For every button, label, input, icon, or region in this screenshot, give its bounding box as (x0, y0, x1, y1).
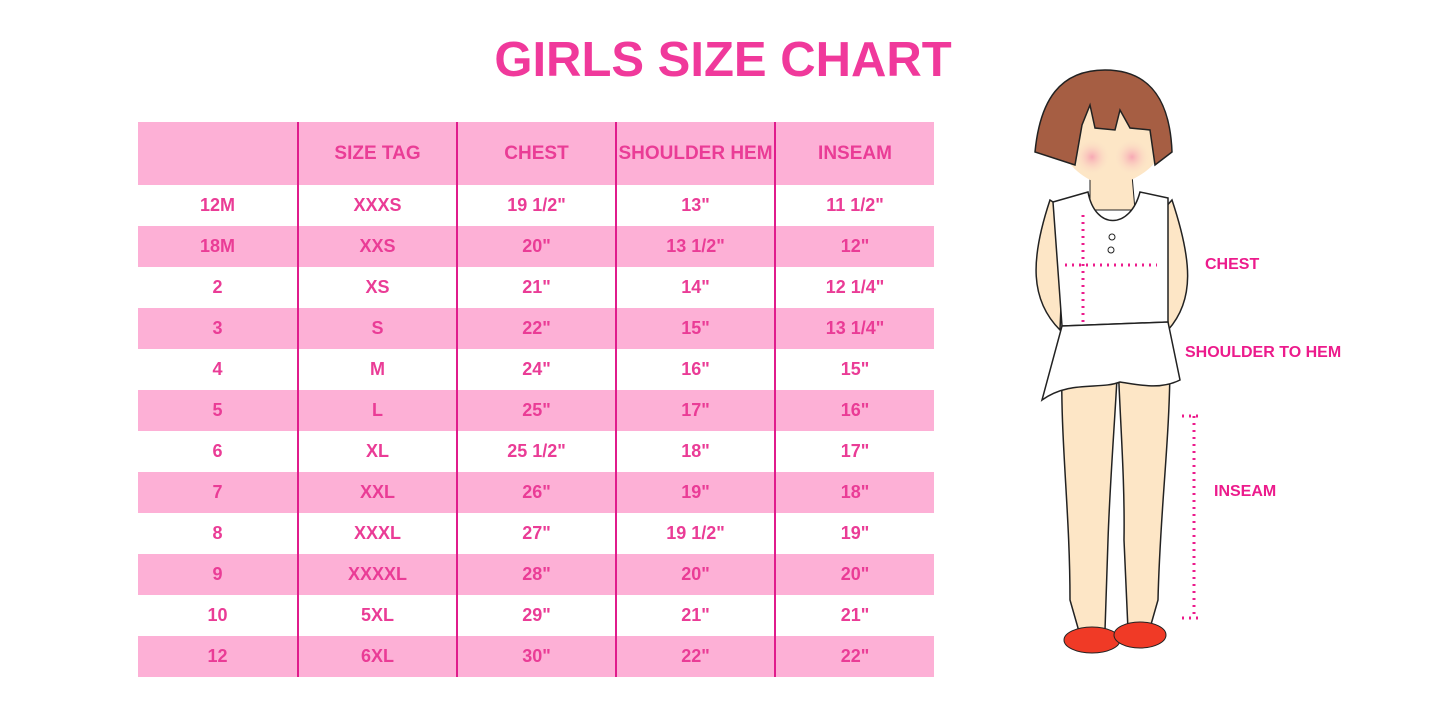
table-row: 6 XL 25 1/2" 18" 17" (138, 431, 934, 472)
table-row: 4 M 24" 16" 15" (138, 349, 934, 390)
table-cell: 10 (207, 605, 228, 625)
table-cell: L (297, 390, 457, 431)
table-cell: 18" (615, 431, 775, 472)
table-cell: XXXL (297, 513, 457, 554)
table-cell: 24" (456, 349, 616, 390)
table-cell: 12 1/4" (774, 267, 934, 308)
table-cell: XXXXL (297, 554, 457, 595)
table-row: 5 L 25" 17" 16" (138, 390, 934, 431)
table-cell: 12 (138, 636, 298, 677)
table-cell: 21" (774, 595, 934, 636)
table-row: 10 5XL 29" 21" 21" (138, 595, 934, 636)
column-header: INSEAM (774, 122, 934, 185)
table-header-row: SIZE TAG CHEST SHOULDER HEM INSEAM (138, 122, 934, 185)
table-cell: XXL (297, 472, 457, 513)
table-cell: 6XL (297, 636, 457, 677)
table-row: 12 6XL 30" 22" 22" (138, 636, 934, 677)
table-cell: 17" (774, 431, 934, 472)
table-cell: 2 (212, 277, 223, 297)
table-row: 8 XXXL 27" 19 1/2" 19" (138, 513, 934, 554)
table-cell: XL (297, 431, 457, 472)
table-row: 9 XXXXL 28" 20" 20" (138, 554, 934, 595)
table-cell: 14" (615, 267, 775, 308)
table-cell: 12" (774, 226, 934, 267)
table-cell: 26" (456, 472, 616, 513)
table-cell: M (297, 349, 457, 390)
table-cell: 21" (615, 595, 775, 636)
table-cell: 16" (774, 390, 934, 431)
column-header: SIZE TAG (297, 122, 457, 185)
table-cell: 19" (615, 472, 775, 513)
table-cell: 8 (212, 523, 223, 543)
table-row: 7 XXL 26" 19" 18" (138, 472, 934, 513)
page-title: GIRLS SIZE CHART (494, 33, 952, 87)
table-cell: 20" (456, 226, 616, 267)
table-cell: 22" (456, 308, 616, 349)
table-cell: 5 (138, 390, 298, 431)
table-cell: 9 (138, 554, 298, 595)
table-cell: 19" (774, 513, 934, 554)
table-cell: 7 (138, 472, 298, 513)
table-cell: 21" (456, 267, 616, 308)
table-cell: XXXS (297, 185, 457, 226)
table-cell: 15" (615, 308, 775, 349)
shoulder-to-hem-label: SHOULDER TO HEM (1185, 344, 1342, 361)
table-row: 12M XXXS 19 1/2" 13" 11 1/2" (138, 185, 934, 226)
table-cell: 25 1/2" (456, 431, 616, 472)
table-cell: S (297, 308, 457, 349)
table-cell: 13 1/2" (615, 226, 775, 267)
table-cell: 16" (615, 349, 775, 390)
inseam-label: INSEAM (1214, 483, 1277, 500)
table-cell: 13 1/4" (774, 308, 934, 349)
table-cell: 18M (138, 226, 298, 267)
table-cell: 22" (774, 636, 934, 677)
table-row: 2 XS 21" 14" 12 1/4" (138, 267, 934, 308)
column-header: CHEST (456, 122, 616, 185)
table-cell: 17" (615, 390, 775, 431)
table-cell: 20" (774, 554, 934, 595)
column-header: SHOULDER HEM (615, 122, 775, 185)
table-row: 18M XXS 20" 13 1/2" 12" (138, 226, 934, 267)
table-cell: 15" (774, 349, 934, 390)
table-cell: 12M (199, 195, 235, 215)
table-cell: 6 (212, 441, 223, 461)
table-cell: 13" (615, 185, 775, 226)
table-cell: 19 1/2" (615, 513, 775, 554)
table-cell: 22" (615, 636, 775, 677)
table-cell: 27" (456, 513, 616, 554)
chest-label: CHEST (1205, 256, 1260, 273)
table-cell: 11 1/2" (774, 185, 934, 226)
table-cell: 20" (615, 554, 775, 595)
table-cell: 29" (456, 595, 616, 636)
table-cell: 5XL (297, 595, 457, 636)
table-cell: 30" (456, 636, 616, 677)
table-cell: 4 (212, 359, 223, 379)
table-cell: 25" (456, 390, 616, 431)
column-header (138, 122, 298, 185)
table-cell: 19 1/2" (456, 185, 616, 226)
girl-illustration (1034, 69, 1202, 654)
table-cell: 28" (456, 554, 616, 595)
table-cell: XS (297, 267, 457, 308)
table-cell: 18" (774, 472, 934, 513)
table-cell: 3 (138, 308, 298, 349)
table-cell: XXS (297, 226, 457, 267)
table-row: 3 S 22" 15" 13 1/4" (138, 308, 934, 349)
size-table: SIZE TAG CHEST SHOULDER HEM INSEAM 12M XXXS 1… (138, 122, 934, 677)
